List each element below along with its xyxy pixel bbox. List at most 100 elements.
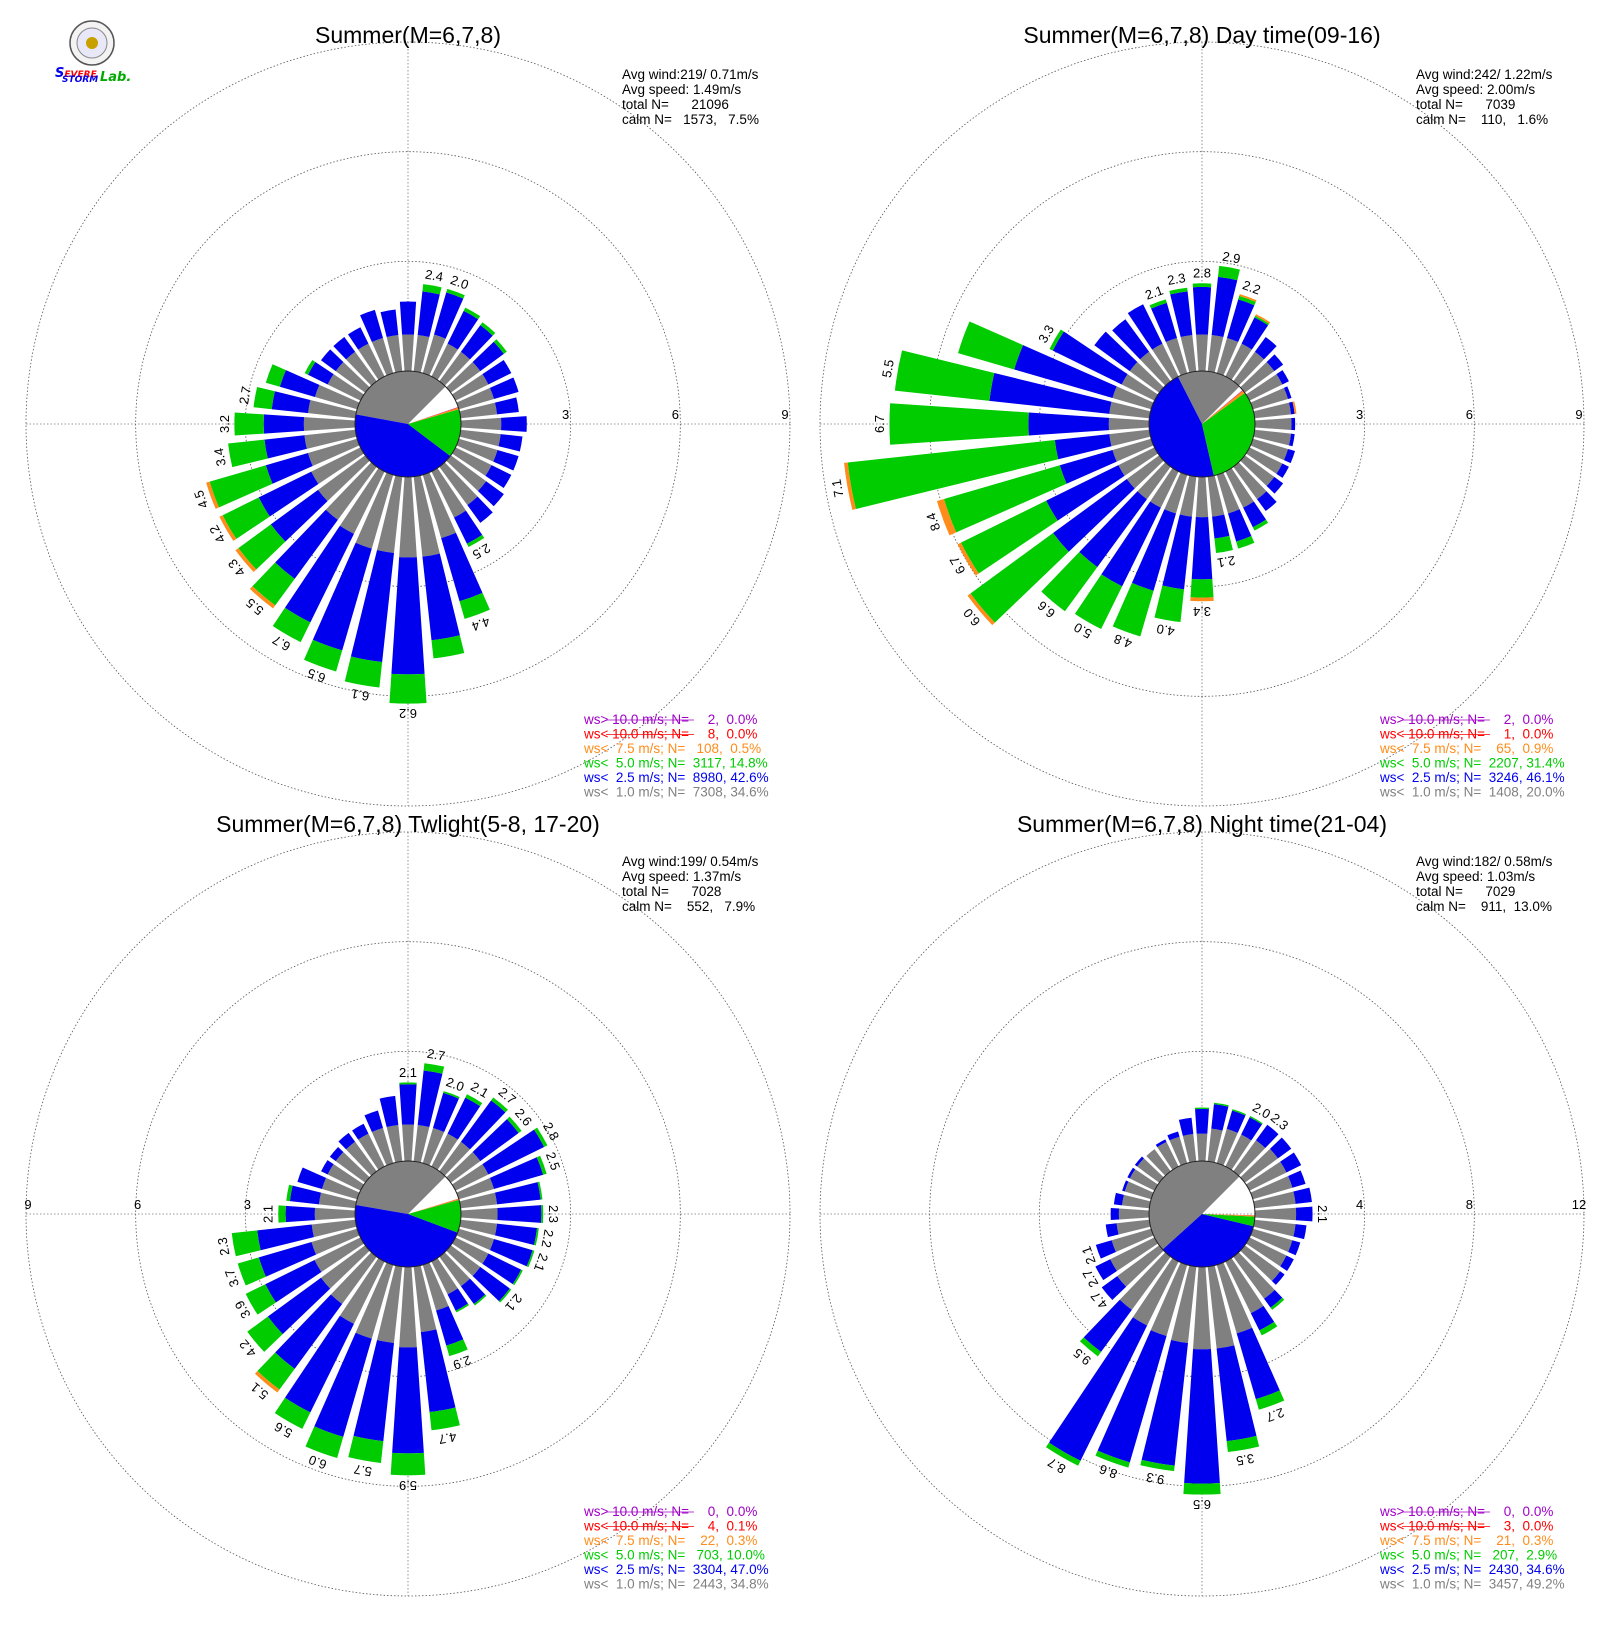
wind-bar-segment — [278, 1205, 286, 1223]
wind-bar-segment — [1152, 343, 1179, 380]
wind-bar-segment — [1216, 472, 1240, 514]
wind-bar-segment — [1101, 1276, 1127, 1301]
wind-bar-segment — [1178, 1117, 1194, 1136]
wind-bar-segment — [455, 1303, 469, 1313]
wind-bar-segment — [456, 438, 498, 462]
bar-value-label: 4.4 — [470, 614, 492, 634]
range-ring — [25, 41, 791, 807]
wind-bar-segment — [265, 1260, 322, 1303]
wind-bar-segment — [936, 498, 957, 536]
legend-entry: ws< 2.5 m/s; N= 2430, 34.6% — [1379, 1562, 1565, 1577]
legend-entry: ws> 10.0 m/s; N= 2, 0.0% — [1379, 712, 1553, 727]
wind-bar-segment — [1207, 475, 1225, 517]
wind-bar-segment — [1226, 1110, 1246, 1133]
wind-bar-segment — [459, 402, 498, 419]
wind-bar-segment — [1049, 329, 1064, 351]
wind-bar-segment — [1127, 304, 1163, 350]
wind-bar-segment — [1195, 476, 1209, 518]
wind-bar-segment — [1171, 1265, 1197, 1344]
wind-bar-segment — [1155, 1139, 1167, 1148]
wind-bar-segment — [1264, 1289, 1283, 1308]
wind-bar-segment — [413, 475, 440, 557]
bar-value-label: 2.3 — [214, 1236, 232, 1256]
wind-bar-segment — [447, 1288, 468, 1311]
wind-bar-segment — [1216, 338, 1239, 376]
wind-bar-segment — [1280, 1152, 1302, 1173]
wind-rose-panel-2: 3 6 9 Summer(M=6,7,8) Day time(09-16) Avg wi… — [819, 22, 1585, 807]
wind-bar-segment — [1137, 1158, 1164, 1183]
wind-bar-segment — [1239, 294, 1257, 302]
wind-bar-segment — [399, 1082, 417, 1085]
calm-circle — [354, 1160, 462, 1268]
wind-bar-segment — [271, 391, 311, 414]
wind-bar-segment — [491, 1097, 508, 1113]
wind-bar-segment — [258, 1242, 317, 1277]
calm-pie-slice-green — [1202, 1214, 1255, 1227]
wind-bar-segment — [1241, 317, 1269, 350]
wind-bar-segment — [1112, 438, 1154, 462]
wind-bar-segment — [1053, 479, 1135, 552]
wind-bar-segment — [311, 447, 364, 484]
wind-bar-segment — [1254, 336, 1277, 360]
wind-bar-segment — [1225, 1258, 1264, 1314]
bar-value-label: 2.7 — [426, 1046, 446, 1064]
bar-value-label: 2.1 — [399, 1065, 417, 1080]
wind-bar-segment — [1122, 1194, 1151, 1209]
bar-value-label: 4.0 — [1155, 621, 1175, 639]
wind-bar-segment — [439, 1141, 470, 1176]
bar-value-label: 2.9 — [451, 1352, 473, 1372]
wind-bar-segment — [1250, 387, 1288, 410]
wind-bar-segment — [1246, 447, 1283, 474]
stats-line: calm N= 1573, 7.5% — [622, 112, 759, 127]
wind-bar-segment — [235, 548, 257, 573]
wind-bar-segment — [489, 1157, 544, 1190]
wind-bar-segment — [477, 481, 504, 507]
wind-bar-segment — [446, 1339, 468, 1357]
wind-bar-segment — [1196, 1133, 1208, 1162]
wind-bar-segment — [493, 339, 507, 354]
wind-rose-panel-4: 4 8 12 Summer(M=6,7,8) Night time(21-04) Avg… — [819, 811, 1586, 1597]
wind-bar-segment — [307, 361, 334, 385]
wind-bar-segment — [847, 439, 1059, 510]
wind-bar-segment — [304, 429, 357, 449]
bar-value-label: 4.8 — [1112, 631, 1134, 651]
wind-bar-segment — [431, 468, 466, 518]
calm-circle — [354, 370, 462, 478]
wind-bar-segment — [264, 435, 307, 459]
wind-bar-segment — [304, 639, 343, 672]
bar-value-label: 2.1 — [531, 1251, 551, 1273]
wind-bar-segment — [1288, 433, 1295, 447]
wind-bar-segment — [958, 321, 1024, 370]
legend-entry: ws> 10.0 m/s; N= 0, 0.0% — [1379, 1504, 1553, 1519]
wind-bar-segment — [541, 1205, 544, 1223]
legend-entry: ws< 1.0 m/s; N= 7308, 34.6% — [583, 785, 769, 800]
wind-bar-segment — [228, 439, 268, 468]
wind-bar-segment — [1118, 1208, 1150, 1220]
wind-bar-segment — [1132, 1258, 1179, 1326]
wind-bar-segment — [493, 450, 519, 471]
wind-bar-segment — [447, 1097, 481, 1140]
wind-bar-segment — [312, 542, 372, 651]
wind-bar-segment — [1127, 1167, 1136, 1179]
ring-label: 3 — [562, 407, 569, 422]
legend-entry: ws< 7.5 m/s; N= 21, 0.3% — [1379, 1533, 1553, 1548]
wind-bar-segment — [1293, 1187, 1312, 1204]
legend-entry: ws< 5.0 m/s; N= 2207, 31.4% — [1379, 756, 1565, 771]
stats-line: calm N= 552, 7.9% — [622, 899, 755, 914]
wind-bar-segment — [1271, 1271, 1285, 1285]
wind-bar-segment — [1250, 1176, 1293, 1200]
wind-bar-segment — [402, 1124, 414, 1162]
wind-bar-segment — [1254, 1207, 1297, 1221]
bar-value-label: 3.7 — [222, 1267, 242, 1289]
wind-bar-segment — [352, 1123, 369, 1140]
wind-bar-segment — [1129, 1169, 1158, 1191]
wind-bar-segment — [413, 1265, 437, 1333]
wind-bar-segment — [1154, 585, 1185, 623]
wind-bar-segment — [247, 1316, 283, 1352]
wind-bar-segment — [1180, 334, 1197, 373]
wind-bar-segment — [1109, 401, 1151, 419]
wind-bar-segment — [1150, 1262, 1188, 1336]
wind-bar-segment — [303, 417, 356, 431]
wind-bar-segment — [1101, 501, 1161, 587]
wind-bar-segment — [253, 386, 275, 410]
